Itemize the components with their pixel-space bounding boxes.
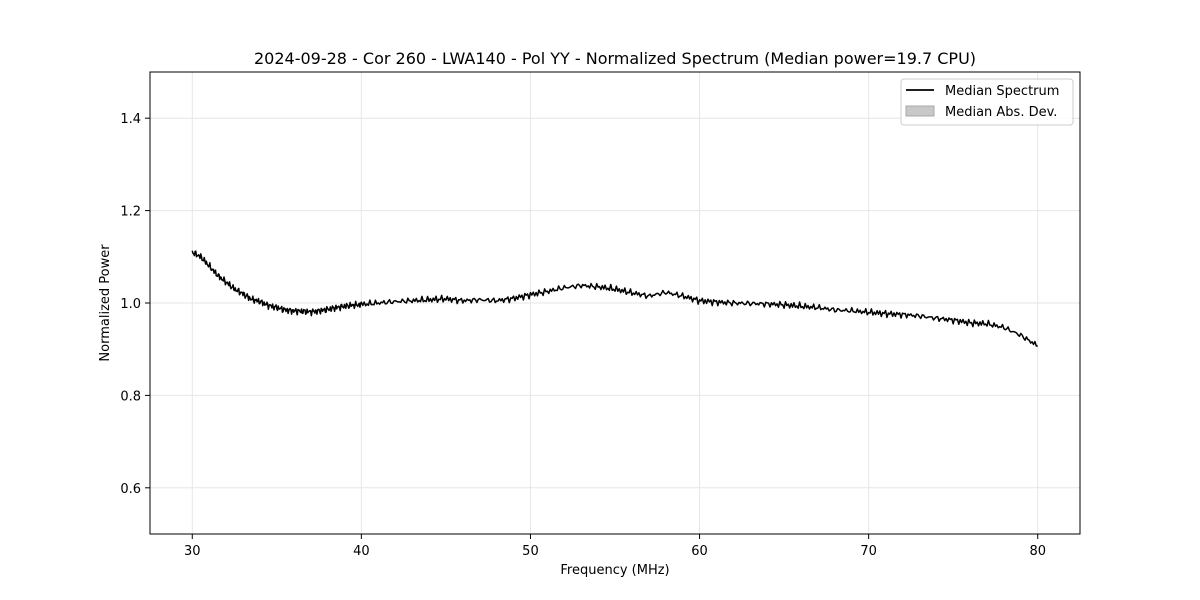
x-axis-label: Frequency (MHz) [560, 563, 669, 578]
legend-box [900, 78, 1074, 126]
legend-band-swatch [905, 105, 935, 117]
y-tick-label: 1.2 [120, 205, 141, 220]
x-tick-label: 80 [1029, 544, 1046, 559]
x-tick-label: 30 [184, 544, 201, 559]
legend: Median Spectrum Median Abs. Dev. [900, 78, 1074, 126]
y-axis: 0.6 0.8 1.0 1.2 1.4 [120, 112, 150, 497]
y-tick-label: 0.8 [120, 389, 141, 404]
y-axis-label: Normalized Power [98, 244, 113, 362]
series-line-median-spectrum [191, 250, 1038, 347]
y-tick-label: 1.4 [120, 112, 141, 127]
x-tick-label: 60 [691, 544, 708, 559]
legend-label-median-spectrum: Median Spectrum [945, 84, 1059, 99]
y-tick-label: 0.6 [120, 482, 141, 497]
chart-title: 2024-09-28 - Cor 260 - LWA140 - Pol YY -… [254, 49, 976, 68]
x-tick-label: 50 [522, 544, 539, 559]
x-tick-label: 70 [860, 544, 877, 559]
y-tick-label: 1.0 [120, 297, 141, 312]
x-axis: 30 40 50 60 70 80 [184, 534, 1046, 559]
series-layer [191, 250, 1038, 347]
legend-label-median-abs-dev: Median Abs. Dev. [945, 105, 1057, 120]
x-tick-label: 40 [353, 544, 370, 559]
